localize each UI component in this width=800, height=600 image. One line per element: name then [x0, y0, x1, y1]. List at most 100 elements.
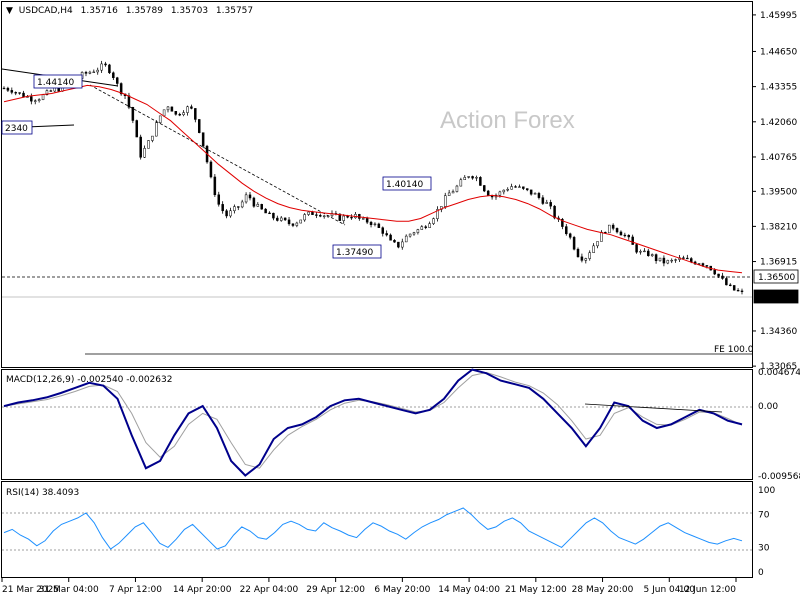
- candle-body: [428, 223, 431, 228]
- candle-body: [119, 83, 123, 95]
- swing-high-label-box: [382, 176, 432, 191]
- fe-100-label: FE 100.0: [714, 345, 754, 355]
- price-annotations: 1.44140 1.37490 1.40140 2340 1.36500 1.35757 F…: [1, 74, 799, 355]
- candle-body: [588, 252, 591, 259]
- candle-body: [100, 63, 103, 71]
- rsi-tick-label: 100: [758, 486, 775, 496]
- candle-body: [37, 99, 41, 102]
- candle-body: [326, 215, 330, 217]
- candle-body: [525, 188, 529, 191]
- candle-body: [584, 258, 588, 261]
- candle-body: [30, 96, 33, 102]
- time-tick-label: 14 Apr 20:00: [173, 585, 232, 595]
- time-tick-label: 22 Apr 04:00: [240, 585, 299, 595]
- time-tick-label: 21 Mar 2025: [2, 585, 59, 595]
- candle-body: [686, 257, 689, 260]
- candle-body: [194, 108, 197, 120]
- candle-body: [565, 226, 568, 235]
- candle-body: [666, 260, 670, 264]
- candle-body: [381, 227, 385, 234]
- candle-body: [643, 250, 646, 253]
- candle-body: [436, 209, 439, 219]
- candle-body: [596, 241, 599, 247]
- candle-body: [240, 201, 244, 208]
- candle-body: [135, 120, 139, 138]
- candle-body: [611, 224, 615, 229]
- candle-body: [84, 72, 88, 74]
- candle-body: [45, 90, 49, 96]
- candle-body: [158, 115, 162, 123]
- candle-body: [346, 215, 349, 218]
- candle-body: [721, 275, 724, 279]
- candle-body: [701, 263, 705, 266]
- collapse-arrow-icon[interactable]: ▼: [6, 6, 13, 16]
- candle-body: [365, 218, 369, 223]
- candle-body: [369, 221, 373, 225]
- candle-body: [568, 233, 572, 238]
- rsi-axis: 100 70 30 0: [758, 486, 775, 578]
- candle-body: [260, 204, 263, 210]
- candle-body: [178, 114, 181, 116]
- current-price-tag: 1.35757: [758, 293, 795, 303]
- candle-body: [92, 71, 96, 73]
- candle-body: [545, 202, 549, 204]
- candle-body: [268, 212, 271, 215]
- close-value: 1.35757: [216, 6, 253, 16]
- candle-body: [607, 224, 611, 234]
- candle-body: [580, 256, 584, 261]
- candle-body: [225, 210, 228, 217]
- candle-body: [33, 100, 37, 102]
- dashed-trendline: [89, 84, 346, 226]
- candle-body: [479, 177, 482, 186]
- time-tick-label: 7 Apr 12:00: [109, 585, 162, 595]
- price-tick-label: 1.33065: [760, 362, 797, 372]
- candle-body: [486, 190, 490, 196]
- candle-body: [397, 241, 400, 248]
- candle-body: [221, 204, 224, 212]
- level-label: 2340: [5, 124, 28, 134]
- swing-high-label: 1.40140: [386, 180, 423, 190]
- high-value: 1.35789: [126, 6, 163, 16]
- candle-body: [88, 71, 92, 74]
- price-tick-label: 1.34360: [760, 327, 797, 337]
- price-tick-label: 1.40765: [760, 153, 797, 163]
- candle-body: [459, 179, 463, 187]
- time-tick-label: 31 Mar 04:00: [39, 585, 99, 595]
- candle-body: [510, 186, 513, 190]
- price-tick-label: 1.44650: [760, 47, 797, 57]
- candle-body: [619, 231, 623, 236]
- candle-body: [283, 217, 287, 221]
- candle-body: [315, 214, 318, 216]
- candle-body: [162, 109, 166, 117]
- candle-body: [10, 90, 14, 93]
- price-tick-label: 1.43355: [760, 83, 797, 93]
- candle-body: [662, 257, 666, 264]
- candle-body: [166, 106, 170, 111]
- candle-body: [725, 278, 728, 286]
- candle-body: [197, 119, 201, 133]
- candle-body: [697, 263, 701, 265]
- candle-body: [650, 254, 654, 257]
- candle-body: [147, 140, 150, 149]
- symbol-label: USDCAD,H4: [19, 6, 73, 16]
- candle-body: [424, 226, 427, 228]
- candle-body: [342, 215, 345, 221]
- price-tick-label: 1.42060: [760, 118, 797, 128]
- candle-body: [506, 189, 509, 191]
- candle-body: [361, 218, 365, 220]
- candle-body: [553, 205, 556, 219]
- candle-body: [350, 216, 353, 219]
- candle-body: [627, 234, 631, 238]
- level-price-tag-tag: [753, 269, 799, 284]
- macd-pane: [1, 369, 753, 480]
- candle-body: [736, 289, 740, 292]
- candle-body: [272, 212, 275, 219]
- candle-body: [287, 219, 291, 225]
- candle-body: [170, 106, 174, 112]
- candle-body: [483, 185, 486, 192]
- level-price-tag: 1.36500: [758, 273, 795, 283]
- candle-body: [244, 194, 248, 203]
- time-tick-label: 28 May 20:00: [572, 585, 634, 595]
- candle-body: [252, 197, 256, 207]
